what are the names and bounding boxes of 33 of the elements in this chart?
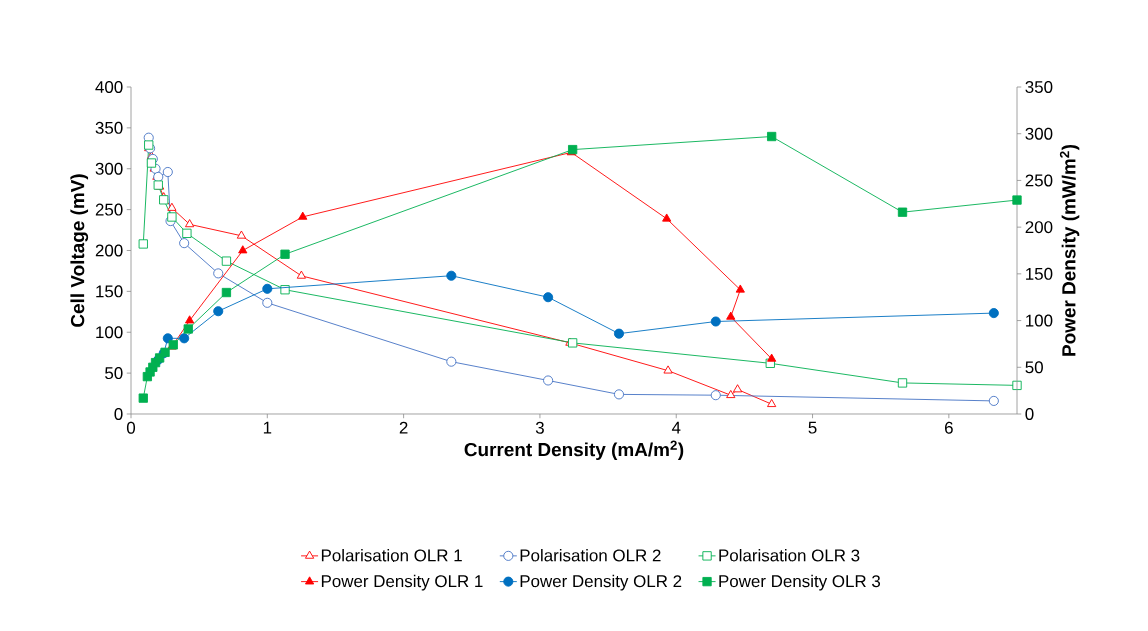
x-tick-label: 5	[808, 421, 817, 434]
x-tick-label: 1	[263, 421, 272, 434]
y2-tick-label: 250	[1025, 174, 1053, 187]
x-tick-label: 4	[671, 421, 681, 434]
legend-label: Power Density OLR 3	[719, 574, 881, 591]
y2-tick-label: 200	[1025, 221, 1053, 234]
x-tick-label: 3	[535, 421, 544, 434]
y-tick-label: 300	[95, 162, 123, 175]
y2-tick-label: 350	[1025, 81, 1053, 93]
y-tick-label: 350	[95, 121, 123, 134]
y2-tick-label: 300	[1025, 127, 1053, 140]
y2-tick-label: 50	[1025, 361, 1043, 374]
y-tick-label: 0	[114, 408, 123, 420]
legend-label: Polarisation OLR 3	[719, 548, 860, 562]
legend-label: Polarisation OLR 2	[520, 548, 661, 562]
y-tick-label: 250	[95, 203, 123, 216]
y2-tick-label: 150	[1026, 267, 1053, 280]
x-tick-label: 2	[399, 421, 408, 434]
y-tick-label: 400	[95, 81, 123, 93]
y2-axis-title: Power Density (mW/m$^{2}$)	[1059, 144, 1080, 356]
x-tick-label: 0	[126, 421, 136, 434]
y-tick-label: 200	[95, 244, 123, 257]
y-tick-label: 150	[96, 285, 123, 298]
legend-label: Power Density OLR 2	[520, 574, 682, 591]
y-tick-label: 50	[105, 367, 123, 380]
y-axis-title: Cell Voltage (mV)	[70, 174, 89, 327]
legend-label: Power Density OLR 1	[321, 574, 483, 591]
legend-label: Polarisation OLR 1	[321, 548, 462, 562]
y2-tick-label: 100	[1026, 314, 1053, 327]
y2-tick-label: 0	[1025, 408, 1034, 420]
x-axis-title: Current Density (mA/m$^{2}$)	[464, 440, 684, 461]
x-tick-label: 6	[945, 421, 953, 434]
y-tick-label: 100	[96, 326, 123, 339]
